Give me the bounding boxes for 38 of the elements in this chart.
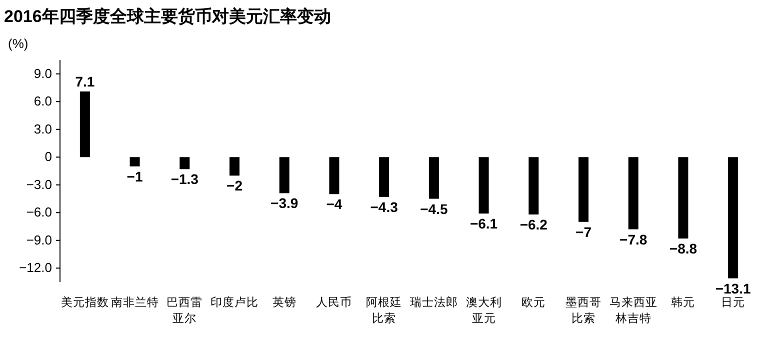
chart-title: 2016年四季度全球主要货币对美元汇率变动 (4, 7, 331, 26)
data-label: −8.8 (669, 240, 698, 257)
data-label: −6.2 (520, 216, 548, 232)
data-label: −4.5 (420, 200, 448, 217)
x-tick-label: 南非兰特 (110, 295, 159, 309)
data-label: −1 (126, 168, 143, 184)
y-tick-label: −9.0 (26, 232, 52, 248)
x-tick-label: 欧元 (522, 296, 546, 309)
data-label: −2 (226, 178, 243, 194)
data-label: −7.8 (620, 231, 648, 248)
y-tick-label: −3.0 (26, 176, 52, 192)
x-tick-label: 日元 (721, 296, 746, 309)
data-label: −4 (326, 196, 342, 212)
x-tick-label: 人民币 (316, 295, 352, 309)
x-tick-label: 巴西雷亚尔 (166, 296, 203, 325)
data-label: −13.1 (715, 280, 751, 296)
x-tick-label: 瑞士法郎 (410, 295, 458, 309)
data-label: 7.1 (75, 73, 95, 90)
x-tick-label: 美元指数 (60, 295, 109, 309)
x-tick-label: 墨西哥比索 (566, 296, 602, 325)
y-tick-label: −12.0 (19, 260, 52, 276)
x-tick-label: 阿根廷比索 (366, 296, 402, 325)
data-label: −4.3 (370, 198, 398, 215)
y-tick-label: 6.0 (34, 94, 52, 109)
x-tick-label: 马来西亚林吉特 (609, 296, 658, 325)
x-tick-label: 英镑 (272, 295, 296, 309)
data-label: −7 (576, 224, 592, 240)
x-tick-label: 澳大利亚元 (466, 296, 502, 325)
data-label: −1.3 (170, 171, 199, 188)
y-axis-title: (%) (8, 36, 28, 51)
data-label: −3.9 (270, 195, 298, 212)
y-tick-label: 3.0 (34, 121, 52, 136)
x-tick-label: 韩元 (671, 296, 696, 309)
y-tick-label: −6.0 (26, 204, 52, 220)
y-tick-label: 0 (44, 149, 52, 164)
data-label: −6.1 (470, 216, 498, 232)
x-tick-label: 印度卢比 (210, 295, 258, 309)
y-tick-label: 9.0 (34, 66, 52, 81)
